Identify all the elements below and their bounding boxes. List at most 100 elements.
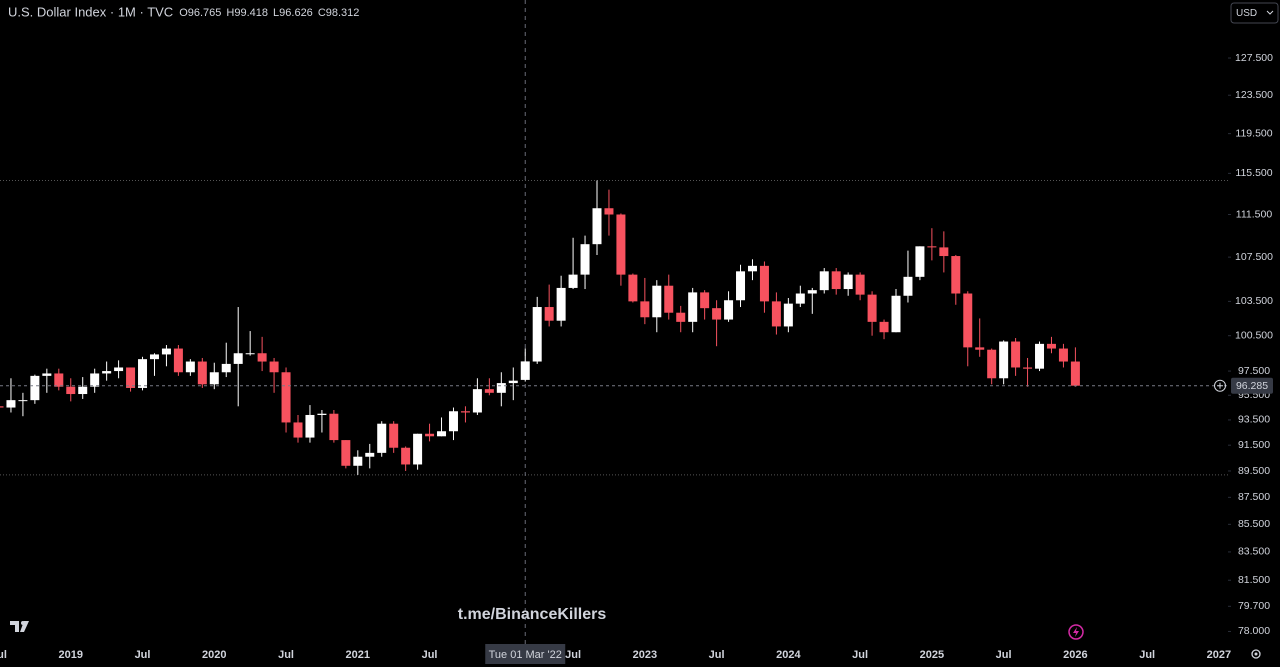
- candle-body: [1035, 343, 1045, 369]
- settings-button[interactable]: [1251, 649, 1261, 659]
- candle-body: [472, 389, 482, 413]
- candle-body: [161, 348, 171, 355]
- candle-body: [245, 353, 255, 355]
- time-scale: [0, 645, 1280, 667]
- candle-body: [700, 292, 710, 309]
- candle-body: [114, 367, 124, 372]
- candle-body: [616, 214, 626, 275]
- candle-body: [281, 372, 291, 423]
- candle-body: [747, 265, 757, 272]
- candle-body: [879, 321, 889, 333]
- currency-button[interactable]: [1230, 2, 1279, 24]
- candle-body: [102, 371, 112, 374]
- candle-body: [185, 361, 195, 373]
- candle-body: [66, 386, 76, 395]
- add-alert-plus: [1217, 382, 1223, 389]
- x-tick-label: Jul: [565, 649, 581, 661]
- price-label: 96.285: [1236, 380, 1268, 392]
- candle-body: [568, 274, 578, 288]
- candle-body: [377, 423, 387, 453]
- y-tick-label: 119.500: [1235, 127, 1272, 139]
- x-tick-label: Jul: [996, 649, 1012, 661]
- gear-center: [1254, 652, 1258, 656]
- candle-body: [269, 361, 279, 373]
- x-tick-label: 2020: [202, 649, 226, 661]
- candle-body: [831, 271, 841, 290]
- y-tick-label: 123.500: [1235, 89, 1273, 101]
- candle-body: [807, 290, 817, 294]
- ohlc-value: 99.418: [234, 7, 268, 19]
- candle-body: [389, 423, 399, 448]
- candle-body: [6, 400, 16, 408]
- candle-body: [771, 301, 781, 327]
- candle-body: [556, 287, 566, 321]
- candle-body: [317, 413, 327, 415]
- y-tick-label: 97.500: [1238, 365, 1270, 377]
- candle-body: [951, 256, 961, 294]
- candle-body: [425, 433, 435, 437]
- candle-body: [604, 208, 614, 215]
- candle-body: [712, 308, 722, 320]
- candle-body: [855, 274, 865, 295]
- plot-area: [0, 0, 1228, 645]
- candle-body: [365, 452, 375, 457]
- candle-body: [987, 349, 997, 379]
- y-tick-label: 87.500: [1238, 491, 1270, 503]
- flash-icon[interactable]: [1068, 624, 1084, 640]
- x-tick-label: Jul: [852, 649, 868, 661]
- y-tick-label: 115.500: [1235, 167, 1272, 179]
- price-scale: [1228, 0, 1280, 667]
- candle-body: [1023, 367, 1033, 369]
- candle-body: [78, 386, 88, 395]
- candle-body: [484, 389, 494, 393]
- candle-body: [724, 300, 734, 320]
- candle-body: [676, 312, 686, 322]
- candle-body: [867, 294, 877, 322]
- logo-dot: [21, 621, 25, 625]
- y-tick-label: 91.500: [1238, 439, 1270, 451]
- watermark: t.me/BinanceKillers: [458, 606, 607, 623]
- x-tick-label: Jul: [135, 649, 151, 661]
- y-tick-label: 103.500: [1235, 295, 1273, 307]
- gear: [1251, 649, 1261, 659]
- x-tick-label: Jul: [0, 649, 7, 661]
- candle-body: [664, 285, 674, 313]
- y-tick-label: 127.500: [1235, 52, 1273, 64]
- y-tick-label: 81.500: [1238, 574, 1270, 586]
- candle-body: [329, 413, 339, 441]
- candle-body: [688, 292, 698, 322]
- candle-body: [126, 367, 136, 388]
- candle-body: [652, 285, 662, 318]
- candle-body: [999, 341, 1009, 379]
- candle-body: [819, 271, 829, 291]
- price-label-box: [1231, 377, 1273, 394]
- y-tick-label: 79.700: [1238, 600, 1270, 612]
- candle-body: [640, 301, 650, 318]
- tv-logo: [10, 621, 29, 632]
- candle-body: [149, 354, 159, 360]
- candle-body: [532, 307, 542, 362]
- candle-body: [138, 359, 148, 388]
- candle-body: [448, 411, 458, 432]
- y-tick-label: 100.500: [1235, 329, 1273, 341]
- candle-body: [233, 353, 243, 364]
- add-alert-icon: [1214, 379, 1226, 392]
- crosshair-label: Tue 01 Mar '22: [489, 649, 562, 661]
- ohlc-key: O: [179, 7, 188, 19]
- candle-body: [891, 295, 901, 333]
- ohlc-value: 96.626: [279, 7, 313, 19]
- candle-body: [592, 208, 602, 245]
- ohlc-value: 98.312: [326, 7, 360, 19]
- icon-ring: [1068, 624, 1084, 640]
- x-tick-label: 2024: [776, 649, 801, 661]
- candle-body: [736, 271, 746, 301]
- candle-body: [197, 361, 207, 385]
- candle-body: [305, 414, 315, 438]
- candle-body: [42, 373, 52, 376]
- candle-body: [1070, 361, 1080, 386]
- x-tick-label: Jul: [422, 649, 438, 661]
- currency-label: USD: [1236, 8, 1257, 19]
